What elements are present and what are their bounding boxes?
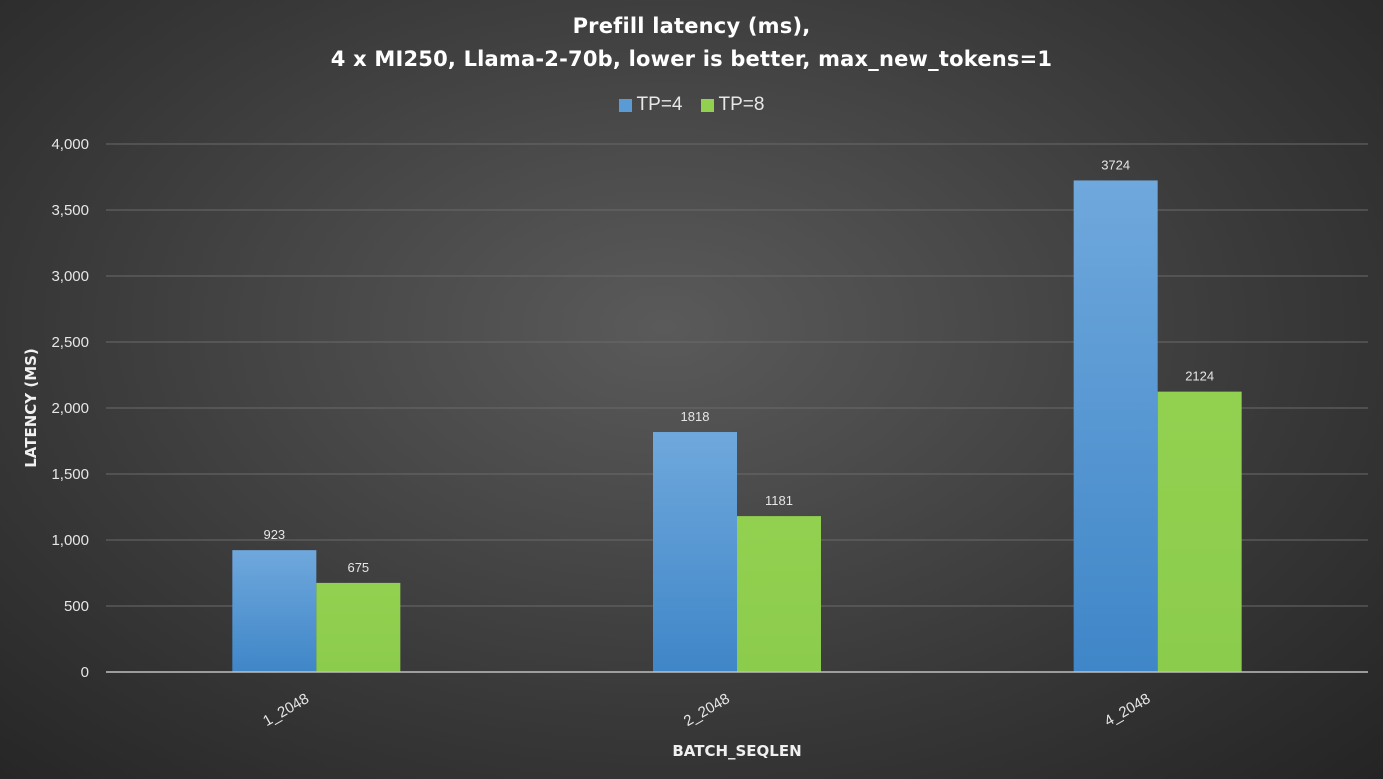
y-tick-label: 2,500 bbox=[51, 334, 89, 351]
data-label: 1181 bbox=[765, 493, 793, 508]
y-axis-title: LATENCY (MS) bbox=[22, 348, 40, 468]
y-tick-label: 500 bbox=[64, 598, 89, 615]
y-tick-label: 3,000 bbox=[51, 268, 89, 285]
chart-subtitle: 4 x MI250, Llama-2-70b, lower is better,… bbox=[330, 47, 1053, 71]
y-tick-label: 3,500 bbox=[51, 202, 89, 219]
chart-title: Prefill latency (ms), bbox=[572, 14, 811, 38]
y-tick-label: 1,500 bbox=[51, 466, 89, 483]
data-labels: 923 675 1818 1181 3724 2124 bbox=[263, 157, 1214, 574]
legend-item-tp8: TP=8 bbox=[700, 94, 765, 116]
bars bbox=[232, 180, 1242, 672]
data-label: 3724 bbox=[1101, 157, 1130, 172]
legend-label-tp8: TP=8 bbox=[718, 94, 765, 115]
bar-tp8-2_2048 bbox=[737, 516, 821, 672]
x-axis-title: BATCH_SEQLEN bbox=[672, 742, 801, 760]
data-label: 923 bbox=[263, 527, 285, 542]
legend-swatch-tp4 bbox=[618, 98, 632, 112]
y-tick-label: 1,000 bbox=[51, 532, 89, 549]
x-tick-label: 2_2048 bbox=[681, 690, 733, 730]
x-tick-label: 4_2048 bbox=[1101, 690, 1153, 730]
bar-tp8-1_2048 bbox=[316, 582, 401, 672]
x-tick-label: 1_2048 bbox=[260, 690, 312, 730]
bar-tp4-4_2048 bbox=[1073, 180, 1158, 672]
y-tick-label: 0 bbox=[81, 664, 89, 681]
y-tick-label: 2,000 bbox=[51, 400, 89, 417]
data-label: 2124 bbox=[1185, 369, 1214, 384]
legend-label-tp4: TP=4 bbox=[636, 94, 683, 115]
legend-item-tp4: TP=4 bbox=[618, 94, 683, 116]
data-label: 675 bbox=[347, 560, 369, 575]
data-label: 1818 bbox=[681, 409, 710, 424]
y-tick-label: 4,000 bbox=[51, 136, 89, 153]
bar-tp4-1_2048 bbox=[232, 550, 317, 672]
bar-tp8-4_2048 bbox=[1157, 391, 1242, 672]
bar-tp4-2_2048 bbox=[653, 432, 737, 672]
chart-legend: TP=4 TP=8 bbox=[0, 94, 1383, 116]
legend-swatch-tp8 bbox=[700, 98, 714, 112]
